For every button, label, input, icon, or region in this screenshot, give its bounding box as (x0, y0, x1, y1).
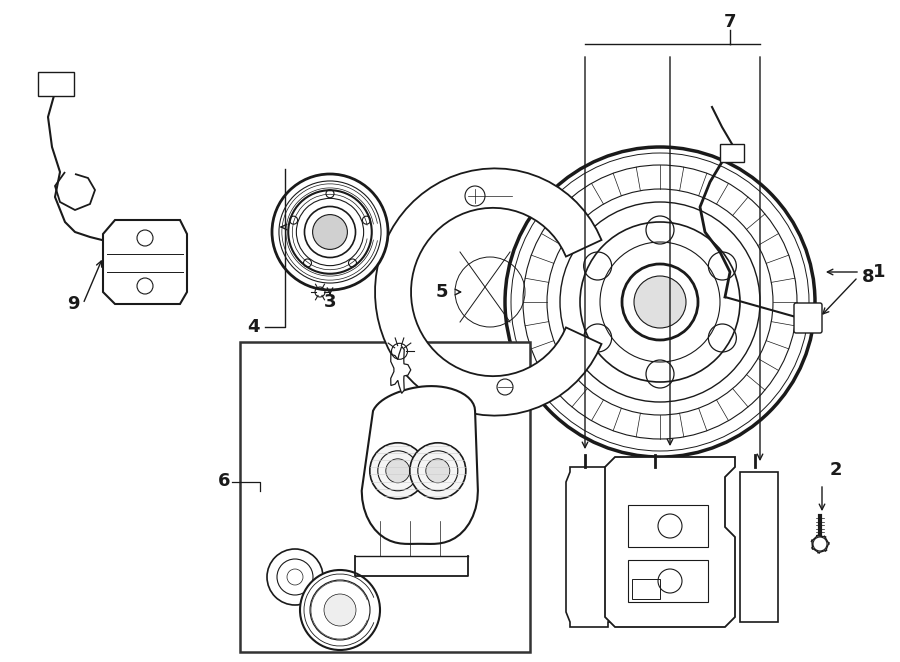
Text: 4: 4 (248, 318, 260, 336)
Bar (38, 72, 74, 96)
Text: 8: 8 (862, 268, 875, 286)
Circle shape (410, 443, 466, 498)
Circle shape (370, 443, 426, 498)
Bar (632, 579, 660, 599)
Bar (628, 560, 708, 602)
Text: 6: 6 (218, 473, 230, 491)
Polygon shape (740, 472, 778, 622)
Text: 3: 3 (324, 293, 337, 311)
Circle shape (267, 549, 323, 605)
Text: 5: 5 (436, 283, 448, 301)
Circle shape (386, 459, 410, 483)
Circle shape (288, 190, 372, 274)
Polygon shape (605, 457, 735, 627)
Polygon shape (362, 386, 478, 544)
Circle shape (304, 207, 356, 258)
Circle shape (426, 459, 450, 483)
Polygon shape (375, 168, 601, 416)
Circle shape (272, 174, 388, 290)
Bar (720, 144, 744, 162)
FancyBboxPatch shape (794, 303, 822, 333)
Polygon shape (391, 346, 410, 393)
Circle shape (300, 570, 380, 650)
Circle shape (312, 214, 347, 250)
Text: 9: 9 (68, 295, 80, 313)
Circle shape (634, 276, 686, 328)
Text: 1: 1 (873, 263, 886, 281)
Circle shape (324, 594, 356, 626)
Text: 7: 7 (724, 13, 736, 31)
Bar (628, 505, 708, 547)
Text: 2: 2 (830, 461, 842, 479)
Bar (240, 342, 530, 652)
Polygon shape (103, 220, 187, 304)
Polygon shape (566, 467, 612, 627)
